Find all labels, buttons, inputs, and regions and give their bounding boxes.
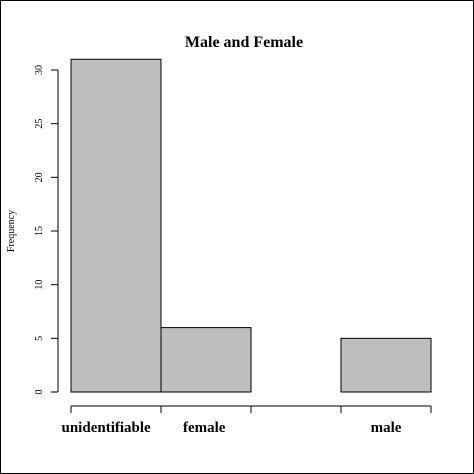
y-tick-label: 10 (34, 280, 45, 290)
bar (160, 327, 252, 393)
bars (70, 58, 432, 393)
y-tick-label: 15 (34, 226, 45, 236)
x-axis: unidentifiable female male (62, 405, 432, 436)
y-tick-label: 30 (34, 65, 45, 75)
x-tick-label: female (183, 420, 226, 436)
y-tick-label: 0 (34, 390, 45, 395)
x-tick-label: unidentifiable (62, 420, 152, 436)
y-tick-label: 20 (34, 172, 45, 182)
bar (70, 58, 162, 393)
y-axis-label: Frequency (6, 210, 17, 252)
bar (340, 337, 432, 393)
x-tick-label: male (371, 420, 402, 436)
y-tick-label: 25 (34, 119, 45, 129)
y-tick-label: 5 (34, 336, 45, 341)
y-axis: 0 5 10 15 20 25 30 (34, 65, 59, 395)
chart-title: Male and Female (185, 34, 303, 51)
